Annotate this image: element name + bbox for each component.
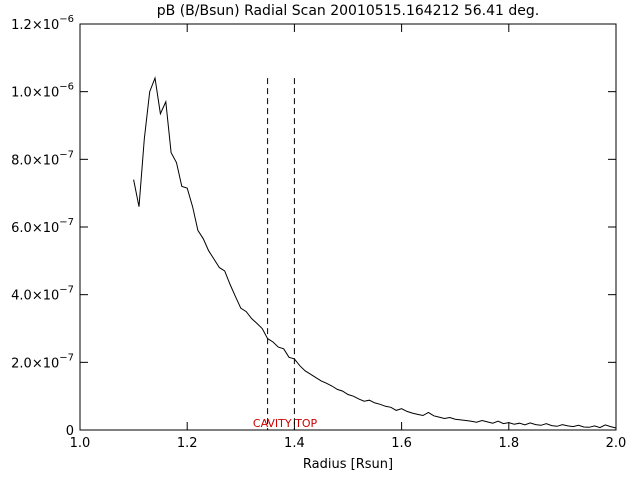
x-tick-label: 1.2 <box>177 436 198 451</box>
plot-frame <box>79 23 617 431</box>
x-tick-label: 1.8 <box>498 436 519 451</box>
x-tick-label: 1.4 <box>284 436 305 451</box>
series-line <box>133 76 617 429</box>
y-tick-label: 1.0×10−6 <box>11 82 74 101</box>
x-axis-label: Radius [Rsun] <box>303 457 393 472</box>
y-tick-label: 1.2×10−6 <box>11 14 74 33</box>
y-tick-label: 0 <box>66 424 74 439</box>
y-tick-label: 8.0×10−7 <box>11 149 74 168</box>
y-axis: 0 2.0×10−7 4.0×10−7 6.0×10−7 8.0×10−7 1.0×10−… <box>11 14 616 439</box>
cavity-top-label: CAVITY TOP <box>253 417 318 430</box>
x-tick-label: 1.0 <box>70 436 91 451</box>
y-tick-label: 6.0×10−7 <box>11 217 74 236</box>
x-tick-label: 2.0 <box>606 436 627 451</box>
cavity-markers <box>267 78 295 430</box>
y-tick-label: 2.0×10−7 <box>11 352 74 371</box>
x-tick-label: 1.6 <box>391 436 412 451</box>
x-axis: 1.0 1.2 1.4 1.6 1.8 2.0 <box>70 24 627 451</box>
chart-title: pB (B/Bsun) Radial Scan 20010515.164212 … <box>157 3 539 19</box>
y-tick-label: 4.0×10−7 <box>11 285 74 304</box>
